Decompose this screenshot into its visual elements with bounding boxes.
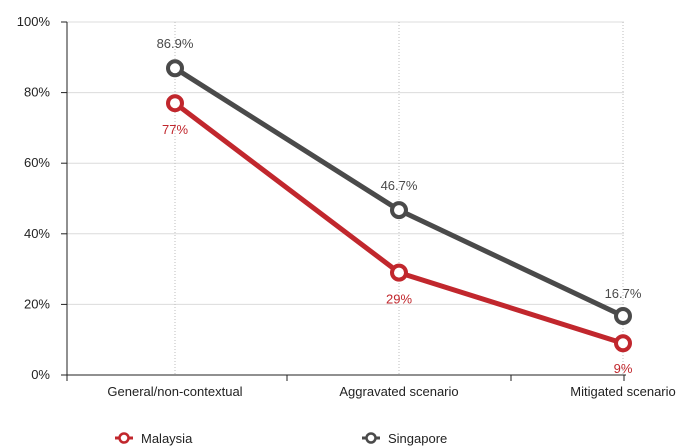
y-tick-label: 60% bbox=[24, 155, 50, 170]
labels: 77% 29% 9% 86.9% 46.7% 16.7% bbox=[157, 36, 642, 376]
data-point-malaysia bbox=[614, 334, 632, 353]
data-point-malaysia bbox=[166, 94, 184, 113]
x-tick-label: Aggravated scenario bbox=[339, 384, 458, 399]
x-tick-label: General/non-contextual bbox=[107, 384, 242, 399]
data-label-singapore: 16.7% bbox=[605, 286, 642, 301]
y-tick-label: 100% bbox=[17, 14, 51, 29]
y-tick-label: 80% bbox=[24, 85, 50, 100]
legend-label-singapore: Singapore bbox=[388, 431, 447, 446]
data-label-malaysia: 29% bbox=[386, 292, 412, 307]
x-tick-label: Mitigated scenario bbox=[570, 384, 676, 399]
data-label-malaysia: 9% bbox=[614, 361, 633, 376]
data-label-singapore: 86.9% bbox=[157, 36, 194, 51]
gridlines bbox=[67, 21, 624, 375]
legend-marker-malaysia bbox=[118, 432, 130, 444]
y-tick-label: 0% bbox=[31, 367, 50, 382]
data-point-singapore bbox=[614, 307, 632, 326]
axes: 0% 20% 40% 60% 80% 100% General/non-contextual… bbox=[17, 14, 676, 399]
legend-marker-singapore bbox=[365, 432, 377, 444]
data-label-malaysia: 77% bbox=[162, 122, 188, 137]
data-label-singapore: 46.7% bbox=[381, 178, 418, 193]
series bbox=[166, 59, 632, 353]
y-tick-label: 20% bbox=[24, 296, 50, 311]
legend: Malaysia Singapore bbox=[115, 431, 447, 446]
legend-label-malaysia: Malaysia bbox=[141, 431, 193, 446]
data-point-singapore bbox=[166, 59, 184, 78]
data-point-malaysia bbox=[390, 263, 408, 282]
data-point-singapore bbox=[390, 201, 408, 220]
y-tick-label: 40% bbox=[24, 226, 50, 241]
